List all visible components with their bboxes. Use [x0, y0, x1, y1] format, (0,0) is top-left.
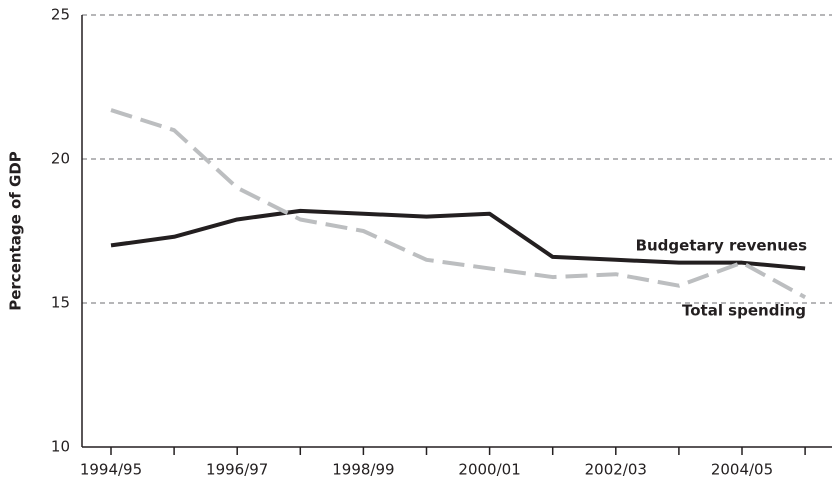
y-tick-label: 25	[51, 6, 70, 24]
x-tick-label: 1996/97	[206, 461, 268, 479]
x-tick-label: 2000/01	[458, 461, 520, 479]
y-tick-label: 10	[51, 438, 70, 456]
y-axis-label: Percentage of GDP	[7, 151, 25, 311]
x-tick-label: 1994/95	[80, 461, 142, 479]
y-tick-label: 20	[51, 150, 70, 168]
x-tick-label: 1998/99	[332, 461, 394, 479]
x-tick-label: 2004/05	[711, 461, 773, 479]
x-tick-label: 2002/03	[585, 461, 647, 479]
series-annotation: Budgetary revenues	[636, 237, 808, 255]
series-line	[110, 208, 806, 271]
series-annotation: Total spending	[682, 302, 806, 320]
series-line	[110, 108, 807, 299]
y-tick-label: 15	[51, 294, 70, 312]
